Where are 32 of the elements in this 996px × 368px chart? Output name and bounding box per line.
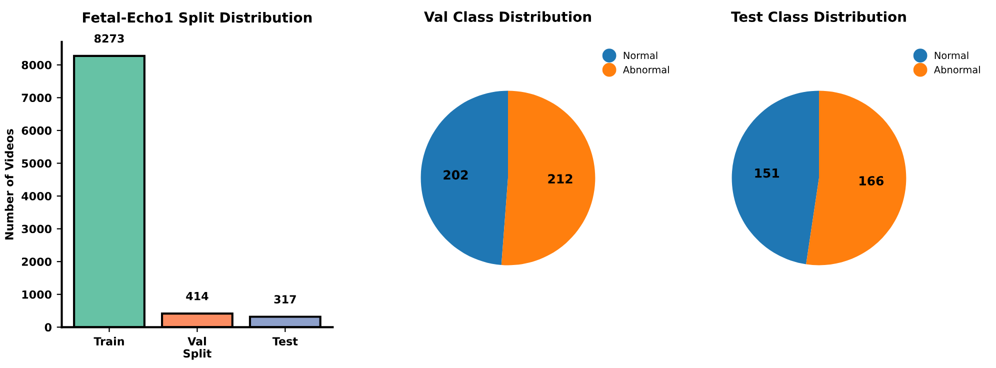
legend-label: Normal xyxy=(624,52,658,60)
chart-title: Test Class Distribution xyxy=(731,11,906,22)
y-tick-label: 6000 xyxy=(22,126,52,135)
y-tick-label: 0 xyxy=(44,323,52,332)
x-axis-title: Split xyxy=(184,349,212,360)
x-tick-label: Train xyxy=(94,336,124,346)
x-tick-label: Test xyxy=(272,337,298,346)
legend-label: Normal xyxy=(934,52,968,60)
y-tick-label: 7000 xyxy=(22,94,52,102)
x-tick-label: Val xyxy=(188,336,206,346)
legend-label: Abnormal xyxy=(623,66,669,74)
chart-title: Val Class Distribution xyxy=(424,11,591,22)
legend-label: Abnormal xyxy=(934,66,980,74)
data-label: 166 xyxy=(860,176,884,186)
y-axis-title: Number of Videos xyxy=(4,129,14,240)
pie-slice xyxy=(501,90,596,266)
data-label: 212 xyxy=(548,174,572,184)
data-label: 317 xyxy=(274,295,296,304)
chart-title: Fetal-Echo1 Split Distribution xyxy=(83,12,312,26)
data-label: 8273 xyxy=(94,34,124,43)
y-tick-label: 1000 xyxy=(22,290,52,299)
pie-slice xyxy=(732,90,819,264)
y-tick-label: 4000 xyxy=(22,192,52,200)
y-tick-label: 5000 xyxy=(22,159,52,168)
pie-slice xyxy=(420,90,508,265)
data-label: 202 xyxy=(444,170,468,180)
data-label: 414 xyxy=(186,292,208,300)
data-label: 151 xyxy=(755,168,780,178)
y-tick-label: 8000 xyxy=(22,60,52,70)
y-tick-label: 2000 xyxy=(22,258,52,266)
y-tick-label: 3000 xyxy=(22,224,52,234)
pie-slice xyxy=(806,90,906,266)
